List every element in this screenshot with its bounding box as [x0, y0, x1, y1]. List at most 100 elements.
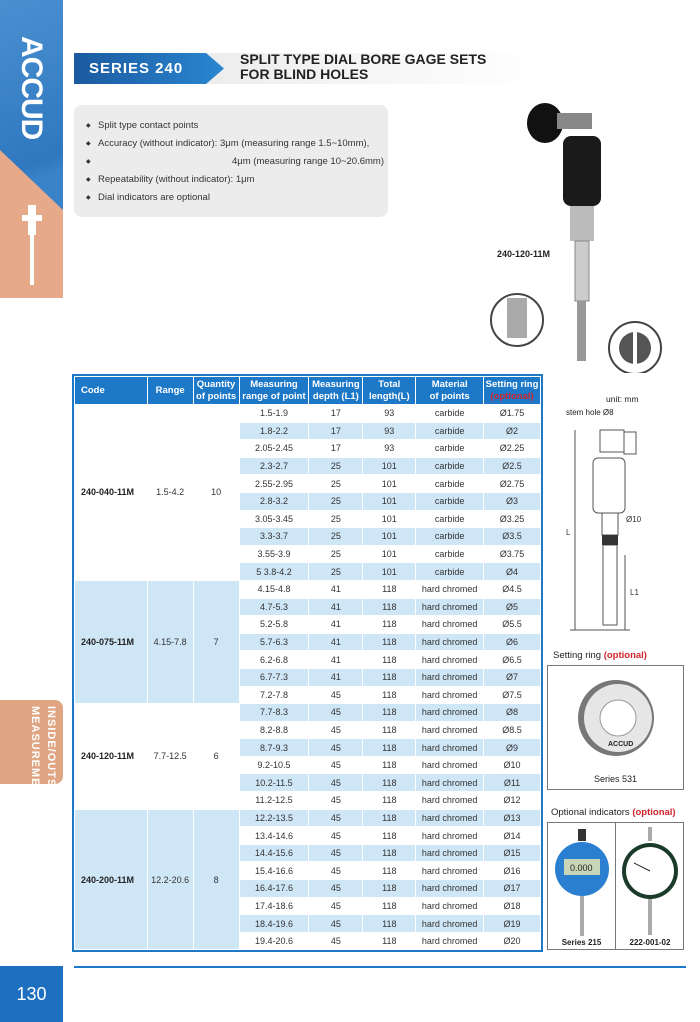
cell: hard chromed — [415, 879, 485, 898]
feature-item: Accuracy (without indicator): 3μm (measu… — [86, 135, 388, 153]
cell: 14.4-15.6 — [238, 843, 310, 863]
indicators-panel: 0.000 Series 215 222-001-02 — [547, 822, 684, 950]
cell: Ø12 — [483, 791, 541, 810]
cell: Ø9 — [483, 738, 541, 757]
cell: 118 — [362, 931, 417, 951]
cell: Ø1.75 — [483, 404, 541, 423]
column-header: Total length(L) — [362, 376, 417, 405]
cell-range: 4.15-7.8 — [146, 579, 194, 705]
column-header: Measuring depth (L1) — [308, 376, 364, 405]
cell: 118 — [362, 615, 417, 634]
cell: 1.5-1.9 — [238, 404, 310, 423]
cell: Ø14 — [483, 826, 541, 845]
cell: carbide — [415, 527, 485, 546]
cell: 45 — [308, 914, 364, 933]
cell: Ø6 — [483, 632, 541, 652]
table-row: 4.7-5.3 41 118 hard chromed Ø5 — [75, 597, 541, 617]
dial-indicator-caption: 222-001-02 — [629, 938, 671, 947]
dial-indicator[interactable]: 222-001-02 — [616, 823, 684, 949]
cell: hard chromed — [415, 931, 485, 951]
cell: 118 — [362, 755, 417, 775]
cell: 9.2-10.5 — [238, 755, 310, 775]
dimension-drawing: L L1 Ø10 — [566, 429, 642, 631]
cell: 25 — [308, 456, 364, 476]
column-header: Quantity of points — [192, 376, 240, 405]
column-header-text: Quantity — [196, 378, 236, 390]
column-header-text: Material — [431, 378, 468, 390]
feature-item: Dial indicators are optional — [86, 189, 388, 207]
cell: 7.2-7.8 — [238, 685, 310, 705]
cell: 45 — [308, 720, 364, 740]
cell: 6.2-6.8 — [238, 650, 310, 669]
cell: 2.55-2.95 — [238, 474, 310, 493]
cell-range: 1.5-4.2 — [146, 404, 194, 581]
table-row: 8.7-9.3 45 118 hard chromed Ø9 — [75, 738, 541, 757]
cell: hard chromed — [415, 896, 485, 916]
cell: hard chromed — [415, 808, 485, 828]
feature-item: Repeatability (without indicator): 1μm — [86, 171, 388, 189]
cell: 10.2-11.5 — [238, 773, 310, 793]
table-row: 9.2-10.5 45 118 hard chromed Ø10 — [75, 755, 541, 775]
cell: 5.7-6.3 — [238, 632, 310, 652]
cell: 45 — [308, 861, 364, 881]
bore-gage-icon — [22, 205, 42, 285]
digital-indicator[interactable]: 0.000 Series 215 — [548, 823, 616, 949]
cell: 118 — [362, 791, 417, 810]
cell: Ø3.25 — [483, 509, 541, 529]
cell: hard chromed — [415, 650, 485, 669]
cell: carbide — [415, 404, 485, 423]
cell-range: 12.2-20.6 — [146, 808, 194, 951]
cell: 93 — [362, 404, 417, 423]
table-row: 2.3-2.7 25 101 carbide Ø2.5 — [75, 456, 541, 476]
cell: 45 — [308, 685, 364, 705]
cell: hard chromed — [415, 720, 485, 740]
cell: 118 — [362, 632, 417, 652]
cell: 3.3-3.7 — [238, 527, 310, 546]
section-tab[interactable]: INSIDE/OUTSIDE MEASUREMENT — [0, 700, 63, 809]
cell: Ø4.5 — [483, 579, 541, 599]
cell: 3.05-3.45 — [238, 509, 310, 529]
column-header: Range — [146, 376, 194, 405]
cell: 118 — [362, 685, 417, 705]
cell: 118 — [362, 720, 417, 740]
column-header-text: Measuring — [312, 378, 360, 390]
cell: hard chromed — [415, 597, 485, 617]
column-header: Code — [74, 376, 148, 405]
cell: Ø7 — [483, 667, 541, 687]
unit-label: unit: mm — [606, 394, 639, 404]
feature-text: 4μm (measuring range 10~20.6mm) — [232, 156, 384, 167]
cell: carbide — [415, 562, 485, 581]
cell: Ø3.5 — [483, 527, 541, 546]
cell: 18.4-19.6 — [238, 914, 310, 933]
cell: hard chromed — [415, 685, 485, 705]
sidebar-banner: ACCUD — [0, 0, 63, 298]
cell: 118 — [362, 896, 417, 916]
cell: 17 — [308, 439, 364, 458]
brand-logo: ACCUD — [15, 36, 48, 140]
table-row: 1.8-2.2 17 93 carbide Ø2 — [75, 421, 541, 441]
cell: 118 — [362, 667, 417, 687]
column-header: Material of points — [415, 376, 485, 405]
spec-table: Code Range Quantity of points Measuring range… — [72, 373, 543, 953]
cell: 5 3.8-4.2 — [238, 562, 310, 581]
table-row: 5.2-5.8 41 118 hard chromed Ø5.5 — [75, 615, 541, 634]
column-header-text: Code — [81, 384, 105, 396]
table-row: 16.4-17.6 45 118 hard chromed Ø17 — [75, 879, 541, 898]
cell: Ø17 — [483, 879, 541, 898]
cell: 118 — [362, 826, 417, 845]
cell: 45 — [308, 931, 364, 951]
page-number: 130 — [0, 966, 63, 1022]
cell: Ø13 — [483, 808, 541, 828]
cell: 15.4-16.6 — [238, 861, 310, 881]
cell: hard chromed — [415, 826, 485, 845]
cell: 17.4-18.6 — [238, 896, 310, 916]
cell: 118 — [362, 773, 417, 793]
cell: 118 — [362, 861, 417, 881]
table-row: 2.55-2.95 25 101 carbide Ø2.75 — [75, 474, 541, 493]
cell: 25 — [308, 509, 364, 529]
setting-ring-title: Setting ring (optional) — [553, 650, 647, 661]
cell: hard chromed — [415, 703, 485, 722]
cell: 8.7-9.3 — [238, 738, 310, 757]
table-row: 13.4-14.6 45 118 hard chromed Ø14 — [75, 826, 541, 845]
cell: 93 — [362, 439, 417, 458]
